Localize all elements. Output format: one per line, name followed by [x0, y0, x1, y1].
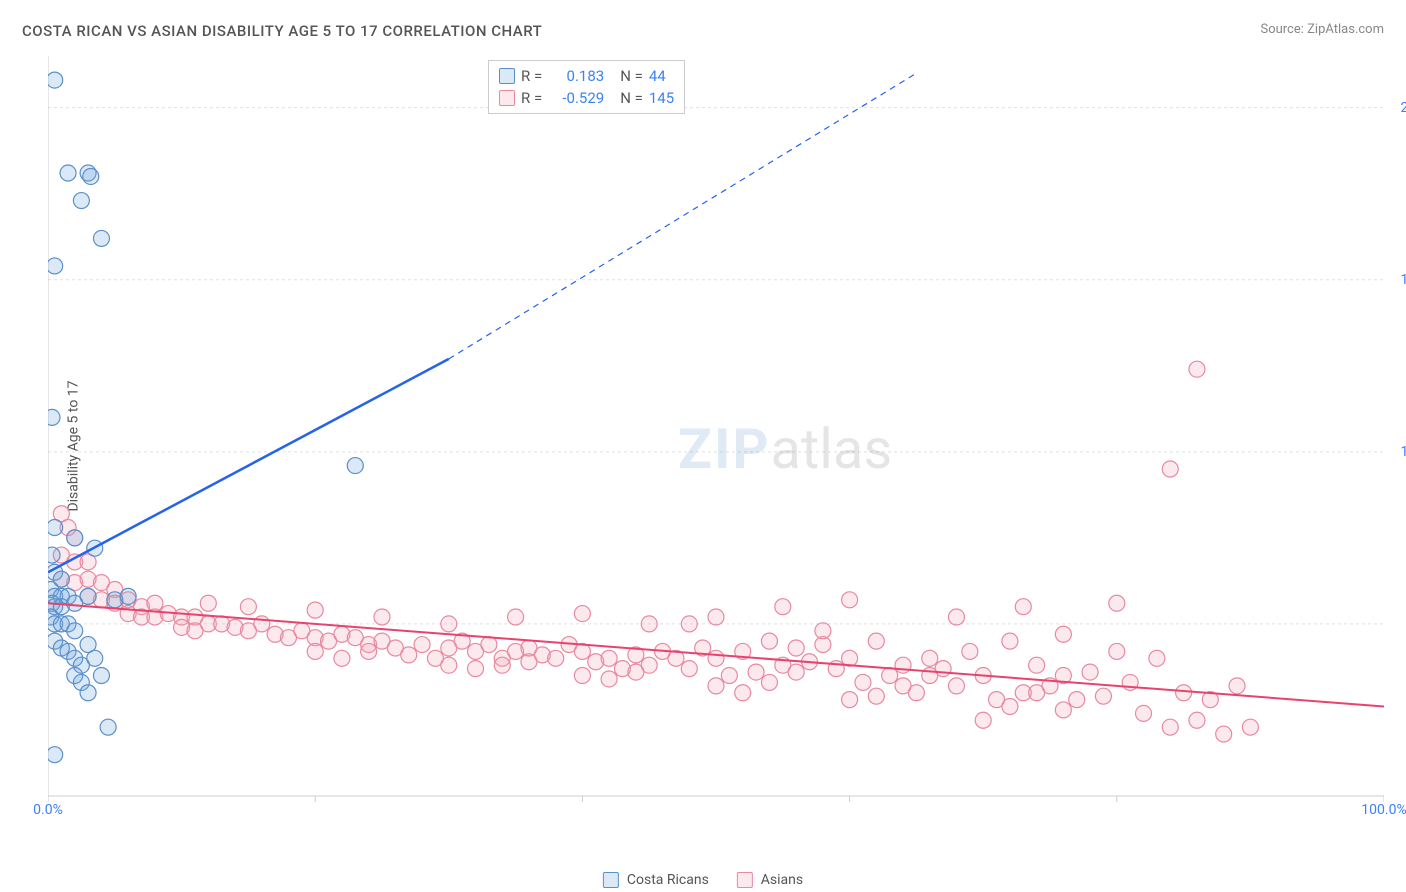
y-tick-label: 10.0% [1400, 444, 1406, 460]
stats-n-label: N = [620, 67, 643, 85]
legend-swatch [603, 872, 619, 888]
legend-swatch [737, 872, 753, 888]
stats-n-value: 145 [649, 89, 674, 107]
legend-item: Asians [737, 872, 803, 888]
source-attribution: Source: ZipAtlas.com [1260, 22, 1384, 37]
legend-label: Costa Ricans [627, 872, 709, 888]
stats-row: R = 0.183 N = 44 [499, 65, 674, 87]
stats-r-label: R = [521, 67, 542, 85]
y-tick-label: 15.0% [1400, 272, 1406, 288]
y-tick-label: 20.0% [1400, 100, 1406, 116]
x-tick-label: 100.0% [1361, 802, 1406, 818]
stats-r-value: -0.529 [548, 89, 604, 107]
stats-row: R = -0.529 N = 145 [499, 87, 674, 109]
scatter-plot: ZIPatlas R = 0.183N = 44R = -0.529N = 14… [48, 56, 1384, 824]
legend-label: Asians [761, 872, 803, 888]
legend-swatch [499, 90, 515, 106]
legend-swatch [499, 68, 515, 84]
stats-r-label: R = [521, 89, 542, 107]
legend-item: Costa Ricans [603, 872, 709, 888]
stats-n-label: N = [620, 89, 643, 107]
chart-title: COSTA RICAN VS ASIAN DISABILITY AGE 5 TO… [22, 22, 542, 40]
legend-bottom: Costa Ricans Asians [603, 872, 803, 888]
stats-r-value: 0.183 [548, 67, 604, 85]
chart-svg [48, 56, 1384, 824]
stats-legend-box: R = 0.183 N = 44 R = -0.529 N = 145 [488, 60, 685, 114]
stats-n-value: 44 [649, 67, 666, 85]
x-tick-label: 0.0% [33, 802, 63, 818]
